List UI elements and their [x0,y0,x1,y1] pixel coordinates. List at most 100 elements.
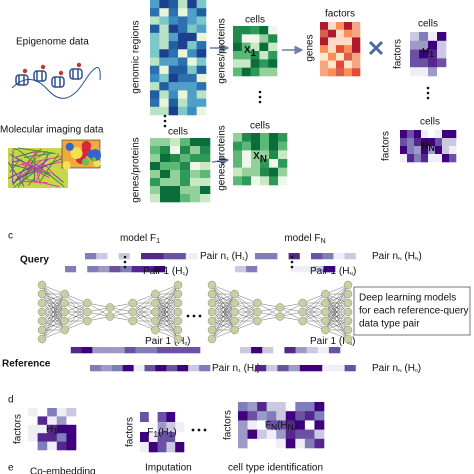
heatmap-cell [285,429,296,440]
heatmap-cell [276,420,287,430]
heatmap-cell [166,422,176,433]
heatmap-cell [419,32,429,42]
network-node [151,316,160,326]
network-edge [234,302,258,331]
heatmap-cell [233,59,243,68]
imaging-matrix [150,138,211,203]
heatmap-cell [238,411,248,421]
heatmap-cell [190,154,201,163]
ellipsis-dot [191,428,195,432]
heatmap-cell [150,194,161,203]
heatmap-cell [279,266,291,273]
hn-matrix [400,130,457,163]
heatmap-cell [295,429,306,440]
network-edge [155,311,179,331]
heatmap-cell [242,141,252,151]
heatmap-cell [65,266,77,273]
pair-strip [85,253,198,260]
heatmap-cell [355,365,368,372]
heatmap-cell [150,49,160,58]
text-part: X [253,151,260,162]
text-part: H [422,47,429,58]
heatmap-cell [160,178,171,187]
axis-label: genes/proteins [217,125,228,191]
image-fiber [52,173,64,183]
pair-label: Pair nN (H0) [372,363,421,375]
heatmap-cell [150,170,161,179]
heatmap-cell [259,26,269,35]
heatmap-cell [259,42,269,52]
pair-strip [255,365,368,372]
network-node [37,307,47,317]
network-node [83,307,92,317]
network-node [253,316,262,326]
heatmap-cell [251,347,263,354]
heatmap-cell [159,8,169,17]
heatmap-cell [344,253,357,260]
heatmap-cell [168,73,179,83]
subscript: 1 [226,256,229,262]
heatmap-cell [269,133,279,142]
network-node [298,298,307,308]
heatmap-cell [268,26,278,35]
network-node [343,316,353,326]
heatmap-cell [304,402,315,412]
text-part: H [421,141,428,152]
heatmap-cell [196,8,207,17]
heatmap-cell [190,186,201,195]
heatmap-cell [187,16,197,25]
heatmap-cell [352,68,361,77]
ellipsis-dot [123,265,127,269]
image-fiber [39,153,60,182]
heatmap-cell [410,40,420,50]
heatmap-cell [333,253,345,260]
axis-label: genomic regions [131,20,142,93]
network-node [207,325,217,335]
heatmap-cell [336,37,345,46]
ellipsis-dot [197,428,201,432]
heatmap-cell [168,49,179,58]
methyl-mark [76,62,82,68]
heatmap-cell [255,253,267,260]
heatmap-cell [320,52,329,61]
heatmap-cell [200,170,211,179]
heatmap-cell [148,442,158,453]
subscript: 1 [182,271,185,277]
label: cells [250,121,270,132]
heatmap-cell [170,186,181,195]
network-node [105,312,115,321]
heatmap-cell [90,365,102,372]
heatmap-cell [168,57,179,67]
network-node [37,298,47,308]
heatmap-cell [180,194,191,203]
heatmap-cell [196,16,207,25]
heatmap-cell [166,432,176,443]
heatmap-cell [100,365,113,372]
heatmap-cell [428,40,438,50]
text-part: ) [352,336,355,347]
heatmap-cell [242,150,252,160]
network-edge [64,311,88,331]
heatmap-cell [159,98,169,108]
heatmap-cell [178,90,188,99]
heatmap-cell [449,130,457,139]
heatmap-cell [200,154,211,163]
heatmap-cell [304,411,315,421]
heatmap-cell [111,365,124,372]
heatmap-cell [241,26,251,35]
rich-label: XN [253,151,267,165]
text-part: Pair n [372,251,398,262]
subscript: N [398,256,402,262]
methyl-mark [58,70,64,76]
heatmap-cell [178,41,188,50]
heatmap-cell [66,408,77,417]
network-node [151,289,160,299]
heatmap-cell [419,58,429,68]
axis-label: genes/proteins [217,18,228,84]
heatmap-cell [241,59,251,68]
heatmap-cell [277,365,289,372]
heatmap-cell [299,253,312,260]
heatmap-cell [37,408,48,417]
heatmap-cell [428,32,438,42]
subscript: 1 [242,256,245,262]
